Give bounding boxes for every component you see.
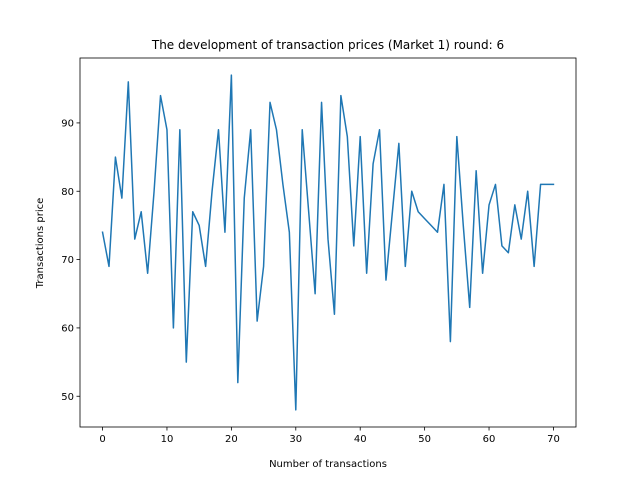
series-line (101, 74, 555, 411)
x-tick-label: 10 (161, 434, 174, 445)
x-tick-label: 30 (289, 434, 302, 445)
x-tick-label: 40 (354, 434, 367, 445)
x-tick-label: 60 (483, 434, 496, 445)
x-tick-label: 70 (547, 434, 560, 445)
x-tick-label: 20 (225, 434, 238, 445)
y-tick-label: 80 (61, 187, 74, 198)
x-axis-label: Number of transactions (269, 459, 387, 470)
y-tick-label: 90 (61, 118, 74, 129)
y-axis-label: Transactions price (35, 198, 46, 289)
chart-title: The development of transaction prices (M… (151, 38, 504, 52)
y-tick-label: 60 (61, 323, 74, 334)
y-tick-label: 70 (61, 255, 74, 266)
axes-frame (79, 57, 577, 428)
x-tick-label: 50 (418, 434, 431, 445)
x-tick-label: 0 (99, 434, 105, 445)
y-tick-label: 50 (61, 392, 74, 403)
